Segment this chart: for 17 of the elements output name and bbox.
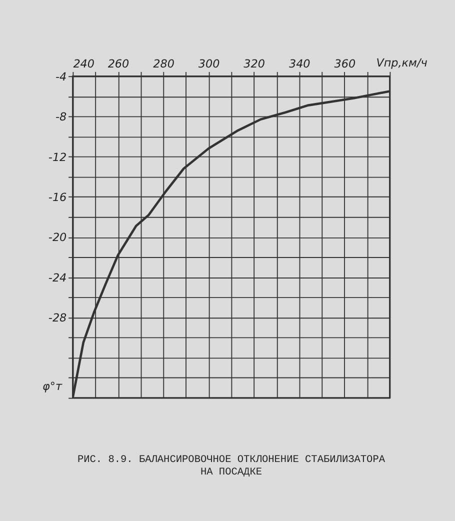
x-tick-label: 260 — [108, 57, 130, 70]
x-axis-title: Vпр,км/ч — [376, 56, 428, 70]
y-tick-label: -16 — [48, 190, 67, 204]
y-tick-label: -8 — [56, 110, 67, 124]
x-tick-label: 320 — [244, 57, 266, 70]
y-tick-label: -24 — [48, 271, 67, 284]
y-tick-label: -12 — [48, 150, 67, 164]
x-tick-label: 300 — [198, 57, 220, 70]
text: РИС. 8.9. БАЛАНСИРОВОЧНОЕ ОТКЛОНЕНИЕ СТАБИЛИЗАТОРА НА ПОСАДКЕ — [77, 454, 386, 478]
y-tick-label: -4 — [56, 70, 67, 84]
x-tick-label: 360 — [334, 57, 356, 70]
y-axis-title: φ°т — [42, 380, 62, 393]
x-tick-label: 240 — [73, 57, 95, 70]
x-tick-label: 340 — [288, 57, 310, 70]
x-tick-label: 280 — [153, 57, 174, 70]
y-tick-label: -20 — [48, 231, 67, 244]
y-tick-label: -28 — [48, 312, 67, 325]
